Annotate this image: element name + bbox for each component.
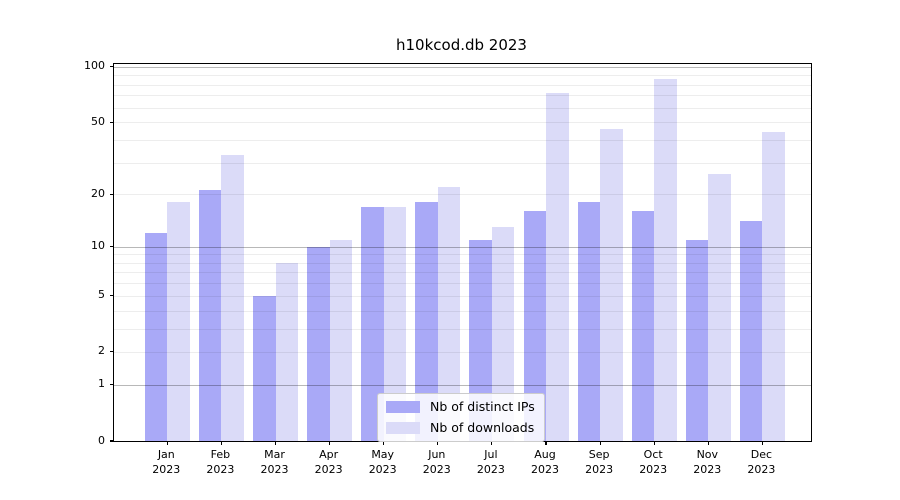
legend-label-downloads: Nb of downloads (430, 420, 535, 435)
y-tick-label-1: 1 (98, 377, 105, 391)
bar-nov-distinct-ips (685, 239, 709, 441)
gridline-y-70 (114, 95, 811, 97)
y-tick-100 (110, 66, 114, 68)
bar-dec-downloads (762, 132, 785, 441)
bar-aug-distinct-ips (523, 211, 546, 441)
gridline-y-4 (114, 310, 811, 312)
y-tick-50 (110, 121, 114, 123)
bar-feb-distinct-ips (198, 190, 222, 441)
y-tick-label-20: 20 (91, 186, 105, 200)
bar-dec-distinct-ips (739, 221, 763, 441)
bar-may-downloads (383, 206, 407, 441)
x-tick-label-mar: Mar 2023 (260, 448, 289, 476)
gridline-y-30 (114, 162, 811, 164)
y-tick-label-50: 50 (91, 114, 105, 128)
bar-jan-downloads (167, 202, 190, 441)
bar-apr-distinct-ips (307, 246, 330, 441)
x-tick-label-jul: Jul 2023 (476, 448, 505, 476)
legend: Nb of distinct IPs Nb of downloads (377, 393, 545, 442)
x-tick-label-nov: Nov 2023 (693, 448, 722, 476)
y-tick-20 (110, 193, 114, 195)
x-tick-aug (545, 441, 547, 445)
x-tick-sep (599, 441, 601, 445)
legend-swatch-downloads (386, 421, 420, 434)
bar-feb-downloads (221, 155, 244, 441)
gridline-y-7 (114, 272, 811, 274)
y-tick-2 (110, 351, 114, 353)
gridline-y-60 (114, 107, 811, 109)
bar-jul-distinct-ips (469, 239, 492, 441)
gridline-y-6 (114, 283, 811, 285)
y-tick-label-100: 100 (84, 59, 105, 73)
x-tick-label-apr: Apr 2023 (314, 448, 343, 476)
legend-swatch-distinct-ips (386, 400, 420, 413)
gridline-y-3 (114, 328, 811, 330)
bar-sep-downloads (600, 128, 623, 441)
gridline-y-8 (114, 262, 811, 264)
bar-oct-downloads (654, 78, 677, 441)
y-tick-5 (110, 295, 114, 297)
legend-item-distinct-ips: Nb of distinct IPs (386, 399, 535, 414)
x-tick-apr (329, 441, 331, 445)
bar-oct-distinct-ips (631, 211, 655, 441)
bar-apr-downloads (329, 239, 353, 441)
x-tick-jan (166, 441, 168, 445)
bar-jan-distinct-ips (144, 233, 168, 441)
x-tick-label-may: May 2023 (368, 448, 397, 476)
bar-may-distinct-ips (361, 206, 384, 441)
y-tick-label-5: 5 (98, 288, 105, 302)
gridline-y-20 (114, 194, 811, 196)
x-tick-label-feb: Feb 2023 (206, 448, 235, 476)
gridline-y-90 (114, 75, 811, 77)
gridline-y-1 (114, 384, 811, 386)
x-tick-nov (707, 441, 709, 445)
x-tick-label-dec: Dec 2023 (747, 448, 776, 476)
chart-title: h10kcod.db 2023 (396, 36, 527, 54)
gridline-y-9 (114, 254, 811, 256)
x-tick-label-aug: Aug 2023 (531, 448, 559, 476)
x-tick-oct (653, 441, 655, 445)
bar-nov-downloads (708, 173, 731, 441)
x-tick-may (383, 441, 385, 445)
bar-sep-distinct-ips (577, 202, 601, 441)
x-tick-dec (761, 441, 763, 445)
x-tick-label-jan: Jan 2023 (152, 448, 181, 476)
gridline-y-50 (114, 122, 811, 124)
gridline-y-10 (114, 246, 811, 248)
y-tick-1 (110, 384, 114, 386)
x-tick-mar (274, 441, 277, 445)
legend-label-distinct-ips: Nb of distinct IPs (430, 399, 535, 414)
gridline-y-80 (114, 84, 811, 86)
gridline-y-40 (114, 139, 811, 141)
bar-aug-downloads (546, 93, 569, 441)
bar-jul-downloads (491, 227, 515, 441)
y-tick-label-10: 10 (91, 239, 105, 253)
bar-jun-distinct-ips (415, 202, 438, 441)
y-tick-10 (110, 246, 114, 248)
legend-item-downloads: Nb of downloads (386, 420, 535, 435)
bar-mar-downloads (275, 262, 298, 441)
gridline-y-100 (114, 66, 811, 68)
bar-mar-distinct-ips (253, 295, 276, 441)
y-tick-0 (110, 440, 114, 442)
x-tick-label-oct: Oct 2023 (639, 448, 668, 476)
plot-area (110, 63, 812, 445)
y-tick-label-0: 0 (98, 433, 105, 447)
x-tick-label-sep: Sep 2023 (585, 448, 614, 476)
x-tick-feb (220, 441, 222, 445)
x-tick-jun (437, 441, 439, 445)
gridline-y-2 (114, 351, 811, 353)
y-tick-label-2: 2 (98, 344, 105, 358)
gridline-y-5 (114, 295, 811, 297)
bar-jun-downloads (437, 186, 461, 441)
x-tick-label-jun: Jun 2023 (422, 448, 451, 476)
x-tick-jul (491, 441, 493, 445)
